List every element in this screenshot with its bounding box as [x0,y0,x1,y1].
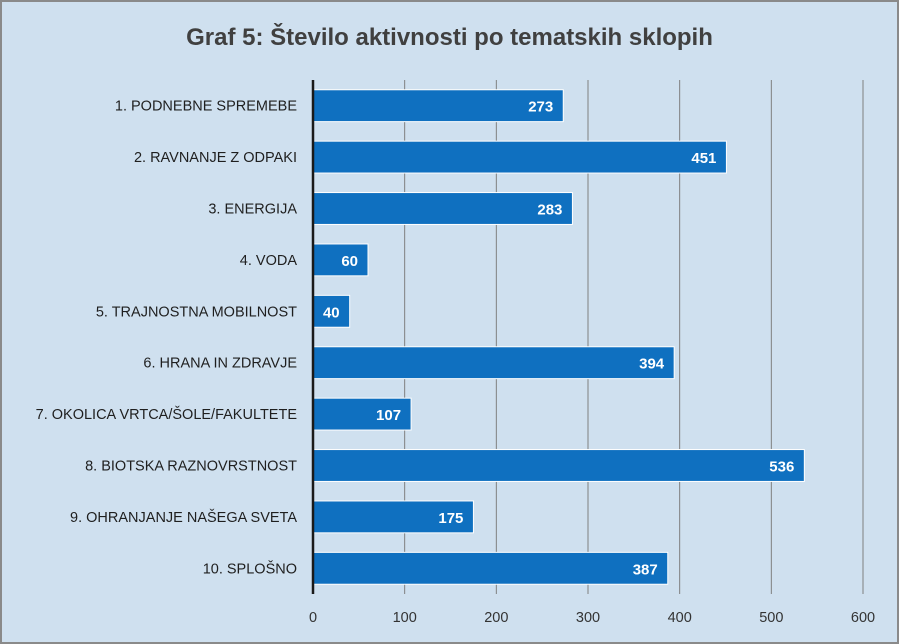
data-label: 40 [323,304,340,321]
bar [312,243,369,277]
x-tick-label: 300 [576,610,600,626]
bar [312,500,474,534]
data-label: 451 [691,150,716,167]
data-label: 536 [769,459,794,476]
bar [312,140,727,174]
data-label: 60 [341,253,358,270]
x-tick-label: 600 [851,610,875,626]
data-label: 387 [633,561,658,578]
x-tick-label: 100 [393,610,417,626]
chart-title: Graf 5: Število aktivnosti po tematskih … [186,24,713,51]
bar [312,89,564,123]
category-label: 3. ENERGIJA [208,202,297,218]
x-tick-label: 200 [484,610,508,626]
bars [312,89,805,585]
x-tick-label: 400 [668,610,692,626]
bar [312,551,669,585]
data-label: 394 [639,356,665,373]
category-label: 9. OHRANJANJE NAŠEGA SVETA [70,509,297,526]
category-label: 6. HRANA IN ZDRAVJE [143,356,297,372]
x-tick-label: 0 [309,610,317,626]
data-label: 283 [537,202,562,219]
bar [312,397,412,431]
bar [312,192,573,225]
x-tick-label: 500 [759,610,783,626]
category-label: 4. VODA [240,253,298,269]
labels: 0 100 200 300 400 500 600 1. PODNEBNE SPREMEBE 2… [36,99,875,626]
data-label: 273 [528,99,553,116]
category-label: 2. RAVNANJE Z ODPAKI [134,150,297,166]
category-label: 5. TRAJNOSTNA MOBILNOST [96,304,297,320]
data-label: 107 [376,407,401,424]
data-label: 175 [438,510,463,527]
category-label: 1. PODNEBNE SPREMEBE [115,99,297,115]
bar [312,346,675,380]
category-label: 8. BIOTSKA RAZNOVRSTNOST [85,459,297,475]
bar [312,449,805,482]
category-label: 10. SPLOŠNO [203,560,297,577]
category-label: 7. OKOLICA VRTCA/ŠOLE/FAKULTETE [36,406,298,423]
